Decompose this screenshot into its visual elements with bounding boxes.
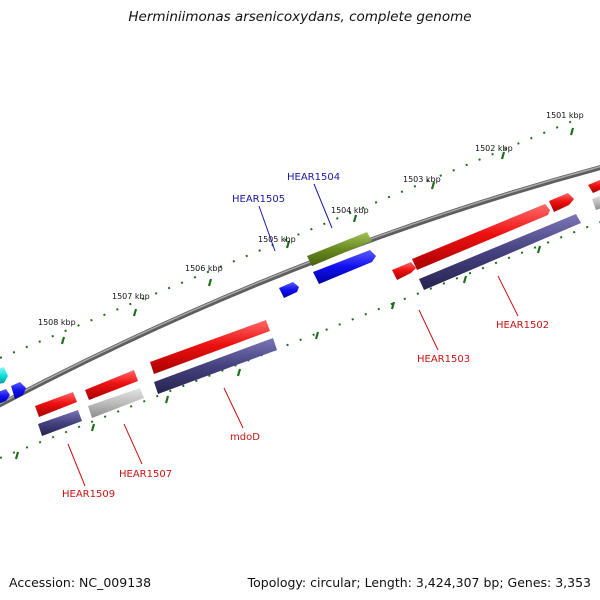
scale-label: 1504 kbp [331,206,369,215]
gene-hear1509[interactable] [35,392,77,417]
accession-text: Accession: NC_009138 [9,575,152,590]
gene-label-hear1502[interactable]: HEAR1502 [496,320,549,331]
gene-label-hear1507[interactable]: HEAR1507 [119,469,172,480]
scale-label: 1507 kbp [112,292,150,301]
gene-red-upper-1502[interactable] [412,204,550,270]
genebar-mdod[interactable] [154,338,277,394]
lower-major-ticks [14,245,542,460]
gene-left-cyan[interactable] [0,367,8,384]
gene-label-hear1505[interactable]: HEAR1505 [232,194,285,205]
scale-label: 1503 kbp [403,175,441,184]
scale-labels: 1501 kbp 1502 kbp 1503 kbp 1504 kbp 1505… [38,111,584,327]
scale-label: 1508 kbp [38,318,76,327]
scale-label: 1505 kbp [258,235,296,244]
gene-red-upper-right[interactable] [549,179,600,212]
gene-mdod[interactable] [150,320,270,374]
genebar-right-grey[interactable] [592,195,600,210]
lower-scale-track [0,221,600,459]
leader-lines [67,183,519,487]
scale-label: 1502 kbp [475,144,513,153]
gene-hear1504[interactable] [307,232,372,266]
gene-label-mdod[interactable]: mdoD [230,432,260,443]
scale-label: 1506 kbp [185,264,223,273]
genome-stats-text: Topology: circular; Length: 3,424,307 bp… [247,575,591,590]
gene-blue-1504b[interactable] [313,250,376,284]
gene-label-hear1509[interactable]: HEAR1509 [62,489,115,500]
scale-label: 1501 kbp [546,111,584,120]
genome-title: Herminiimonas arsenicoxydans, complete g… [128,9,472,25]
gene-label-hear1504[interactable]: HEAR1504 [287,172,340,183]
upper-major-ticks [60,127,575,345]
gene-left-blue[interactable] [0,382,26,404]
genome-backbone [0,165,600,408]
gene-label-hear1503[interactable]: HEAR1503 [417,354,470,365]
gene-hear1505[interactable] [279,282,299,298]
genebar-hear1509[interactable] [38,410,82,436]
genebar-hear1507[interactable] [88,388,144,418]
gene-red-upper-1503[interactable] [392,262,416,280]
genebar-hear1502[interactable] [419,214,581,290]
gene-hear1507[interactable] [85,370,138,400]
